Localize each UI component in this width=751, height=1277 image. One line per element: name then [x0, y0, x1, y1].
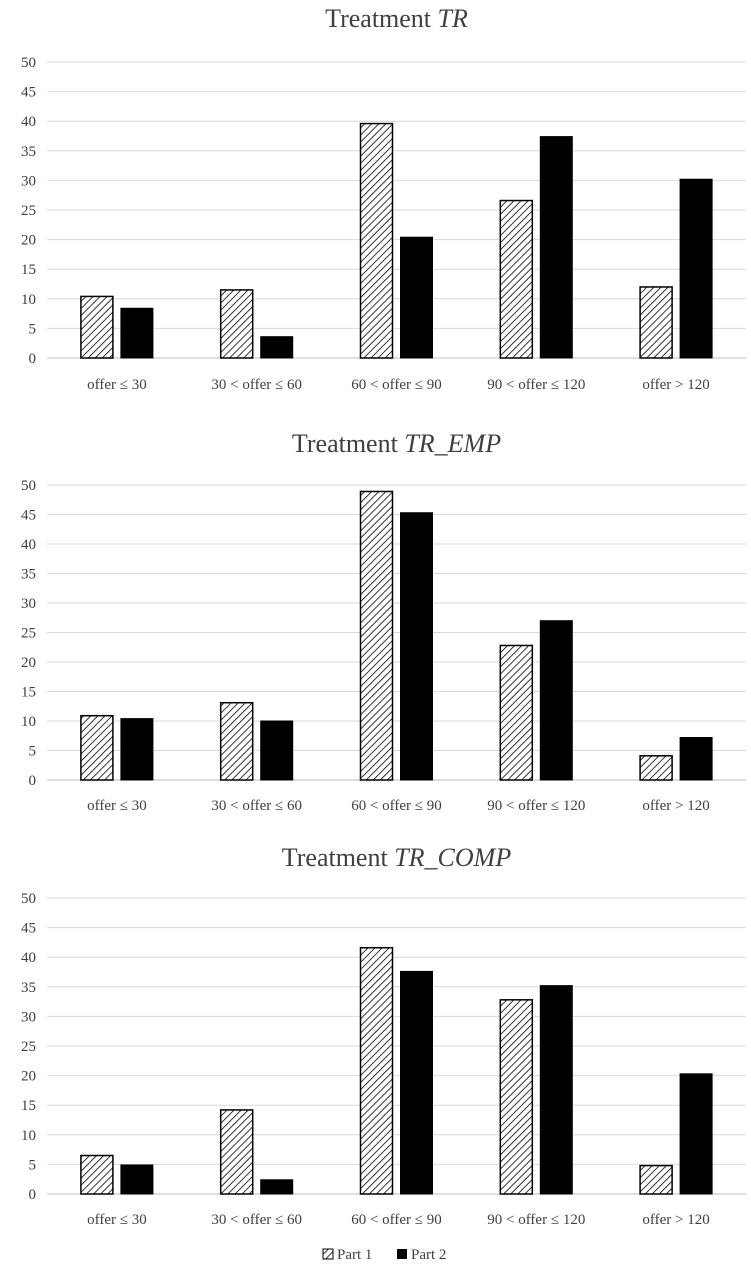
bar-part2 [400, 970, 433, 1195]
bar-part1 [219, 289, 254, 359]
bar-part2 [260, 1179, 294, 1195]
bar-part2 [120, 718, 154, 781]
y-tick-label: 10 [21, 714, 36, 730]
bar-part1 [219, 701, 254, 781]
y-tick-label: 25 [21, 626, 36, 642]
bar-part1 [639, 755, 673, 781]
bar-part2 [120, 307, 154, 359]
y-tick-label: 0 [29, 351, 37, 367]
bar-part2 [679, 178, 713, 359]
y-tick-label: 35 [21, 567, 36, 583]
bar-part1 [359, 946, 394, 1195]
bar-part2 [539, 620, 573, 781]
x-category-label: 30 < offer ≤ 60 [211, 377, 302, 393]
chart-panel-3: Treatment TR_COMP 0 5 10 15 20 25 30 35 40 45 50 off… [21, 843, 746, 1228]
legend: Part 1 Part 2 [322, 1247, 446, 1263]
bar-part1 [80, 714, 114, 781]
y-tick-label: 50 [21, 478, 36, 494]
y-tick-label: 5 [29, 744, 37, 760]
y-tick-label: 10 [21, 1128, 36, 1144]
x-category-label: 30 < offer ≤ 60 [211, 798, 302, 814]
chart-panel-1: Treatment TR 0 5 10 15 20 25 30 35 40 45 50 offer ≤ … [21, 4, 746, 393]
bar-part2 [260, 720, 294, 781]
x-category-label: 60 < offer ≤ 90 [351, 377, 442, 393]
x-category-label: offer ≤ 30 [87, 1212, 147, 1228]
x-category-label: 90 < offer ≤ 120 [487, 1212, 585, 1228]
bar-part1 [359, 122, 394, 359]
bar-part2 [260, 336, 294, 359]
bar-part1 [80, 295, 114, 359]
x-category-label: 90 < offer ≤ 120 [487, 798, 585, 814]
y-tick-label: 30 [21, 596, 36, 612]
y-tick-label: 15 [21, 1098, 36, 1114]
bar-part2 [679, 1073, 713, 1195]
x-category-label: 30 < offer ≤ 60 [211, 1212, 302, 1228]
bar-part1 [359, 490, 394, 781]
y-tick-label: 20 [21, 233, 36, 249]
x-category-label: 60 < offer ≤ 90 [351, 1212, 442, 1228]
bar-part1 [499, 199, 534, 359]
y-tick-label: 10 [21, 292, 36, 308]
chart-title: Treatment TR_EMP [292, 429, 501, 458]
y-tick-label: 15 [21, 262, 36, 278]
bar-part1 [639, 286, 673, 359]
x-category-label: offer > 120 [642, 377, 709, 393]
chart-panel-2: Treatment TR_EMP 0 5 10 15 20 25 30 35 40 45 50 offe… [21, 429, 746, 814]
bar-part2 [120, 1164, 154, 1195]
bar-part1 [499, 999, 534, 1195]
y-tick-label: 0 [29, 1187, 37, 1203]
y-tick-label: 15 [21, 685, 36, 701]
y-tick-label: 30 [21, 173, 36, 189]
x-category-label: offer > 120 [642, 1212, 709, 1228]
y-tick-label: 50 [21, 55, 36, 71]
legend-label-part1: Part 1 [337, 1247, 372, 1263]
chart-title-treatment: TR_COMP [394, 843, 511, 872]
y-tick-label: 30 [21, 1009, 36, 1025]
chart-title-prefix: Treatment [292, 429, 404, 458]
x-category-label: offer ≤ 30 [87, 377, 147, 393]
x-category-label: 60 < offer ≤ 90 [351, 798, 442, 814]
chart-title-treatment: TR [438, 4, 468, 33]
y-tick-label: 40 [21, 537, 36, 553]
bar-part1 [80, 1154, 114, 1195]
legend-label-part2: Part 2 [411, 1247, 446, 1263]
bar-part2 [400, 236, 433, 359]
y-tick-label: 5 [29, 1157, 37, 1173]
y-tick-label: 50 [21, 891, 36, 907]
chart-title-prefix: Treatment [325, 4, 437, 33]
chart-title: Treatment TR [325, 4, 468, 33]
y-tick-label: 20 [21, 655, 36, 671]
chart-title: Treatment TR_COMP [282, 843, 512, 872]
y-tick-label: 45 [21, 921, 36, 937]
bar-part2 [539, 136, 573, 359]
y-tick-label: 45 [21, 85, 36, 101]
chart-title-prefix: Treatment [282, 843, 394, 872]
bar-part1 [639, 1164, 673, 1195]
x-category-label: 90 < offer ≤ 120 [487, 377, 585, 393]
y-tick-label: 35 [21, 980, 36, 996]
x-category-label: offer > 120 [642, 798, 709, 814]
bar-part1 [499, 644, 534, 781]
y-tick-label: 25 [21, 1039, 36, 1055]
bar-part1 [219, 1109, 254, 1195]
y-tick-label: 35 [21, 144, 36, 160]
bar-part2 [400, 512, 433, 781]
y-tick-label: 5 [29, 321, 37, 337]
chart-title-treatment: TR_EMP [404, 429, 501, 458]
bar-part2 [679, 737, 713, 781]
y-tick-label: 40 [21, 114, 36, 130]
x-category-label: offer ≤ 30 [87, 798, 147, 814]
y-tick-label: 20 [21, 1069, 36, 1085]
y-tick-label: 40 [21, 950, 36, 966]
y-tick-label: 25 [21, 203, 36, 219]
bar-part2 [539, 985, 573, 1195]
y-tick-label: 0 [29, 773, 37, 789]
legend-swatch-part1 [322, 1248, 334, 1260]
legend-swatch-part2 [397, 1249, 407, 1259]
y-tick-label: 45 [21, 508, 36, 524]
